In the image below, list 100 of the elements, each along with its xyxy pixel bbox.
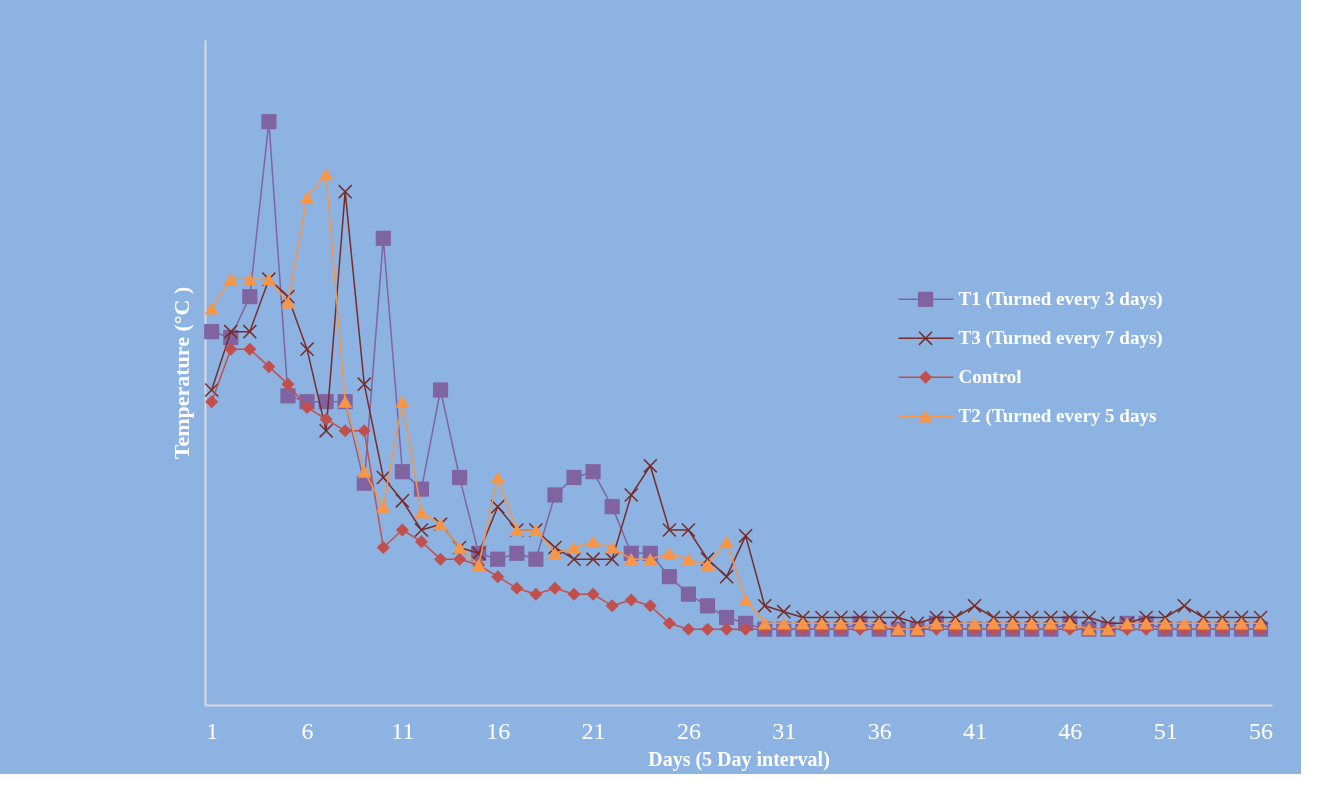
x-tick-label: 21	[581, 717, 606, 744]
point	[661, 569, 677, 585]
point	[700, 558, 715, 572]
x-tick-label: 51	[1153, 717, 1178, 744]
point	[1157, 610, 1173, 625]
x-tick-label: 6	[301, 717, 314, 744]
point	[1005, 617, 1020, 630]
point	[604, 499, 620, 515]
point	[205, 395, 219, 409]
point	[242, 289, 258, 305]
point	[567, 587, 581, 601]
point	[719, 609, 735, 626]
point	[376, 540, 390, 555]
point	[1234, 617, 1249, 630]
point	[738, 528, 753, 544]
point	[319, 168, 334, 181]
point	[814, 610, 830, 625]
point	[490, 499, 505, 514]
point	[872, 617, 887, 630]
point	[605, 541, 620, 554]
point	[414, 506, 429, 519]
point	[547, 487, 563, 503]
point	[204, 382, 219, 398]
point	[681, 622, 695, 636]
point	[414, 522, 429, 538]
point	[318, 423, 334, 439]
point	[453, 552, 467, 566]
point	[1196, 617, 1211, 630]
y-axis-title: Temperature (°C )	[168, 286, 194, 460]
point	[681, 553, 696, 566]
point	[680, 586, 697, 602]
point	[1081, 610, 1097, 625]
point	[204, 324, 220, 340]
point	[776, 617, 791, 630]
point	[605, 599, 619, 613]
point	[986, 610, 1001, 625]
point	[700, 551, 715, 567]
point	[300, 400, 314, 415]
point	[357, 424, 371, 438]
point	[624, 593, 638, 607]
point	[585, 464, 601, 480]
point	[738, 593, 753, 607]
point	[566, 551, 582, 567]
point	[223, 273, 238, 286]
x-tick-label: 41	[963, 717, 987, 744]
point	[529, 587, 543, 601]
point	[623, 487, 639, 503]
point	[490, 551, 506, 567]
point	[1158, 617, 1173, 630]
point	[528, 551, 544, 567]
point	[1062, 610, 1078, 625]
point	[757, 598, 772, 614]
legend-label: T1 (Turned every 3 days)	[958, 288, 1163, 311]
point	[890, 610, 906, 625]
point	[700, 622, 715, 636]
point	[204, 302, 219, 315]
point	[1253, 617, 1268, 630]
point	[281, 377, 295, 391]
point	[643, 599, 657, 613]
point	[490, 471, 505, 484]
point	[1024, 617, 1039, 630]
point	[1253, 610, 1268, 625]
point	[643, 458, 658, 474]
point	[414, 535, 428, 549]
point	[719, 535, 734, 548]
point	[1196, 610, 1211, 625]
x-tick-label: 46	[1058, 717, 1083, 744]
point	[833, 610, 849, 625]
point	[967, 617, 982, 630]
point	[720, 622, 734, 636]
x-tick-label: 1	[206, 717, 219, 744]
point	[1215, 617, 1230, 630]
point	[662, 522, 677, 538]
point	[1043, 610, 1059, 625]
point	[280, 289, 296, 304]
point	[434, 552, 448, 566]
point	[319, 412, 333, 426]
point	[795, 617, 810, 630]
point	[643, 553, 658, 566]
point	[547, 547, 563, 560]
point	[509, 545, 525, 561]
point	[1138, 610, 1154, 625]
point	[375, 230, 391, 246]
point	[547, 540, 563, 555]
point	[376, 500, 391, 513]
point	[814, 617, 829, 630]
point	[548, 581, 562, 595]
point	[452, 469, 468, 486]
point	[986, 617, 1001, 630]
point	[586, 535, 601, 548]
point	[395, 523, 409, 537]
legend-label: T3 (Turned every 7 days)	[958, 327, 1163, 350]
point	[242, 273, 257, 286]
point	[299, 341, 315, 357]
point	[662, 616, 676, 630]
x-axis-title: Days (5 Day interval)	[648, 747, 830, 771]
point	[967, 598, 982, 614]
point	[261, 114, 277, 130]
point	[432, 382, 449, 398]
x-tick-label: 16	[486, 717, 511, 744]
